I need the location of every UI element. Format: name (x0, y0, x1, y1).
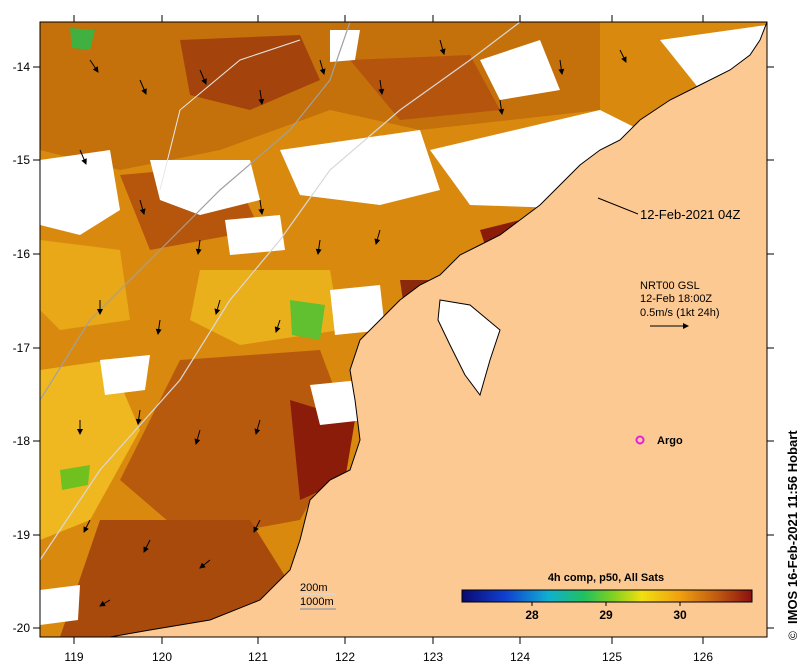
plot-area (40, 22, 767, 637)
lon-axis (73, 15, 704, 644)
argo-label: Argo (657, 435, 683, 447)
depth-200m: 200m (300, 582, 328, 594)
current-time: 12-Feb 18:00Z (640, 293, 712, 305)
current-product: NRT00 GSL (640, 280, 700, 292)
timestamp-leader (597, 197, 639, 215)
lat-label: -16 (13, 247, 31, 261)
bathymetry-contours (40, 22, 521, 561)
colorbar-tick: 28 (525, 608, 539, 622)
lat-label: -17 (13, 341, 31, 355)
lon-label: 126 (693, 650, 713, 664)
colorbar-tick: 30 (673, 608, 687, 622)
depth-1000m: 1000m (300, 596, 334, 608)
lon-label: 122 (335, 650, 355, 664)
lat-label: -18 (13, 434, 31, 448)
lat-label: -15 (13, 153, 31, 167)
colorbar-tick: 29 (599, 608, 613, 622)
colorbar: 4h comp, p50, All Sats 28 29 30 (461, 572, 753, 622)
plot-frame (39, 21, 768, 638)
depth-legend: 200m 1000m (300, 582, 336, 610)
lat-axis (33, 66, 774, 629)
copyright-icon: © (786, 631, 800, 640)
king-sound (437, 299, 501, 397)
lon-label: 124 (510, 650, 530, 664)
lon-label: 125 (602, 650, 622, 664)
lon-label: 123 (423, 650, 443, 664)
land-mass (109, 22, 767, 637)
lon-label: 121 (248, 650, 268, 664)
argo-marker[interactable]: Argo (635, 435, 683, 447)
lon-labels: 119 120 121 122 123 124 125 126 (64, 650, 713, 664)
lon-label: 119 (64, 650, 83, 664)
colorbar-ramp (461, 589, 753, 603)
composite-timestamp: 12-Feb-2021 04Z (640, 207, 741, 222)
lat-label: -14 (13, 60, 31, 74)
colorbar-title: 4h comp, p50, All Sats (548, 572, 664, 584)
lat-label: -19 (13, 528, 31, 542)
lon-label: 120 (152, 650, 172, 664)
lat-labels: -14 -15 -16 -17 -18 -19 -20 (13, 60, 31, 635)
sst-cool-patches (40, 28, 340, 540)
current-legend: NRT00 GSL 12-Feb 18:00Z 0.5m/s (1kt 24h) (640, 280, 719, 329)
current-arrows (77, 39, 627, 607)
credit: © IMOS 16-Feb-2021 11:56 Hobart (785, 430, 800, 640)
argo-float-icon[interactable] (635, 435, 645, 445)
lat-label: -20 (13, 621, 31, 635)
credit-text: IMOS 16-Feb-2021 11:56 Hobart (785, 430, 800, 624)
current-scale: 0.5m/s (1kt 24h) (640, 307, 719, 319)
